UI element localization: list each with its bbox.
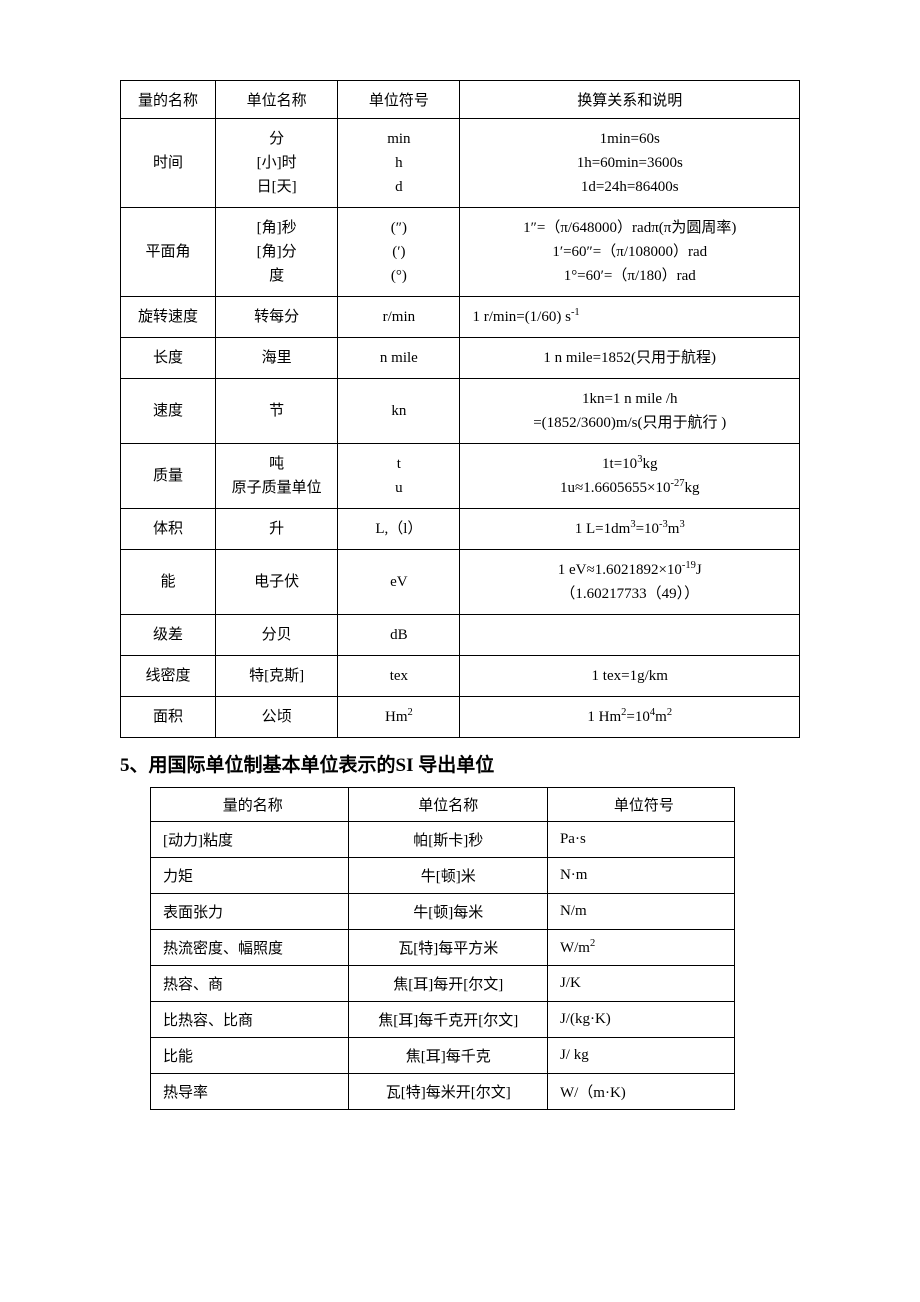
cell-unit-symbol: N/m — [547, 894, 734, 930]
cell-conversion-desc: 1 tex=1g/km — [460, 656, 800, 697]
cell-unit-name: 焦[耳]每千克 — [349, 1038, 547, 1074]
table-row: 热流密度、幅照度瓦[特]每平方米W/m2 — [151, 930, 735, 966]
table-row: 力矩牛[顿]米N·m — [151, 858, 735, 894]
cell-quantity-name: 体积 — [121, 509, 216, 550]
table-row: 能电子伏eV1 eV≈1.6021892×10-19J（1.60217733（4… — [121, 550, 800, 615]
cell-unit-symbol: tu — [338, 444, 460, 509]
table-row: 比能焦[耳]每千克J/ kg — [151, 1038, 735, 1074]
cell-unit-name: 帕[斯卡]秒 — [349, 822, 547, 858]
cell-quantity-name: 长度 — [121, 338, 216, 379]
cell-unit-name: 公顷 — [216, 697, 338, 738]
table-row: 旋转速度转每分r/min1 r/min=(1/60) s-1 — [121, 297, 800, 338]
cell-quantity-name: 时间 — [121, 119, 216, 208]
cell-unit-name: 升 — [216, 509, 338, 550]
table-row: 热容、商焦[耳]每开[尔文]J/K — [151, 966, 735, 1002]
cell-quantity-name: 热流密度、幅照度 — [151, 930, 349, 966]
cell-unit-symbol: Pa·s — [547, 822, 734, 858]
cell-unit-symbol: J/K — [547, 966, 734, 1002]
cell-unit-name: 特[克斯] — [216, 656, 338, 697]
cell-unit-symbol: N·m — [547, 858, 734, 894]
table-row: 质量吨原子质量单位tu1t=103kg1u≈1.6605655×10-27kg — [121, 444, 800, 509]
cell-unit-symbol: dB — [338, 615, 460, 656]
cell-conversion-desc: 1kn=1 n mile /h=(1852/3600)m/s(只用于航行 ) — [460, 379, 800, 444]
header-unit-name: 单位名称 — [349, 788, 547, 822]
cell-quantity-name: 线密度 — [121, 656, 216, 697]
cell-unit-name: 焦[耳]每开[尔文] — [349, 966, 547, 1002]
cell-unit-symbol: tex — [338, 656, 460, 697]
header-quantity-name: 量的名称 — [151, 788, 349, 822]
cell-conversion-desc: 1 eV≈1.6021892×10-19J（1.60217733（49）） — [460, 550, 800, 615]
cell-quantity-name: 平面角 — [121, 208, 216, 297]
cell-unit-symbol: J/(kg·K) — [547, 1002, 734, 1038]
header-conversion-desc: 换算关系和说明 — [460, 81, 800, 119]
cell-unit-symbol: J/ kg — [547, 1038, 734, 1074]
cell-conversion-desc — [460, 615, 800, 656]
cell-quantity-name: 比能 — [151, 1038, 349, 1074]
table-row: 体积升L,（l）1 L=1dm3=10-3m3 — [121, 509, 800, 550]
cell-unit-name: 电子伏 — [216, 550, 338, 615]
table-row: 平面角[角]秒[角]分度(″)(′)(°)1″=（π/648000）radπ(π… — [121, 208, 800, 297]
si-derived-units-table: 量的名称 单位名称 单位符号 [动力]粘度帕[斯卡]秒Pa·s力矩牛[顿]米N·… — [150, 787, 735, 1110]
cell-quantity-name: 级差 — [121, 615, 216, 656]
cell-unit-name: 焦[耳]每千克开[尔文] — [349, 1002, 547, 1038]
cell-quantity-name: 旋转速度 — [121, 297, 216, 338]
cell-unit-name: 分[小]时日[天] — [216, 119, 338, 208]
table-row: 面积公顷Hm21 Hm2=104m2 — [121, 697, 800, 738]
cell-unit-name: 吨原子质量单位 — [216, 444, 338, 509]
cell-quantity-name: 面积 — [121, 697, 216, 738]
cell-unit-symbol: L,（l） — [338, 509, 460, 550]
units-conversion-table: 量的名称 单位名称 单位符号 换算关系和说明 时间分[小]时日[天]minhd1… — [120, 80, 800, 738]
cell-unit-name: 转每分 — [216, 297, 338, 338]
table-row: 热导率瓦[特]每米开[尔文]W/（m·K) — [151, 1074, 735, 1110]
table-row: 级差分贝dB — [121, 615, 800, 656]
table-header-row: 量的名称 单位名称 单位符号 换算关系和说明 — [121, 81, 800, 119]
header-unit-name: 单位名称 — [216, 81, 338, 119]
cell-quantity-name: [动力]粘度 — [151, 822, 349, 858]
cell-conversion-desc: 1min=60s1h=60min=3600s1d=24h=86400s — [460, 119, 800, 208]
cell-unit-symbol: minhd — [338, 119, 460, 208]
cell-quantity-name: 能 — [121, 550, 216, 615]
cell-unit-symbol: kn — [338, 379, 460, 444]
table-row: 时间分[小]时日[天]minhd1min=60s1h=60min=3600s1d… — [121, 119, 800, 208]
cell-unit-symbol: Hm2 — [338, 697, 460, 738]
cell-quantity-name: 热导率 — [151, 1074, 349, 1110]
cell-unit-name: [角]秒[角]分度 — [216, 208, 338, 297]
table-row: [动力]粘度帕[斯卡]秒Pa·s — [151, 822, 735, 858]
header-unit-symbol: 单位符号 — [547, 788, 734, 822]
cell-quantity-name: 力矩 — [151, 858, 349, 894]
cell-conversion-desc: 1″=（π/648000）radπ(π为圆周率)1′=60″=（π/108000… — [460, 208, 800, 297]
cell-unit-name: 牛[顿]每米 — [349, 894, 547, 930]
cell-unit-name: 节 — [216, 379, 338, 444]
cell-unit-symbol: n mile — [338, 338, 460, 379]
cell-unit-symbol: (″)(′)(°) — [338, 208, 460, 297]
cell-unit-name: 牛[顿]米 — [349, 858, 547, 894]
table-row: 速度节kn1kn=1 n mile /h=(1852/3600)m/s(只用于航… — [121, 379, 800, 444]
header-unit-symbol: 单位符号 — [338, 81, 460, 119]
cell-unit-name: 分贝 — [216, 615, 338, 656]
cell-conversion-desc: 1 n mile=1852(只用于航程) — [460, 338, 800, 379]
cell-quantity-name: 热容、商 — [151, 966, 349, 1002]
header-quantity-name: 量的名称 — [121, 81, 216, 119]
cell-quantity-name: 表面张力 — [151, 894, 349, 930]
section-heading: 5、用国际单位制基本单位表示的SI 导出单位 — [120, 750, 800, 777]
cell-conversion-desc: 1 Hm2=104m2 — [460, 697, 800, 738]
table-row: 线密度特[克斯]tex1 tex=1g/km — [121, 656, 800, 697]
cell-unit-name: 瓦[特]每米开[尔文] — [349, 1074, 547, 1110]
cell-conversion-desc: 1 L=1dm3=10-3m3 — [460, 509, 800, 550]
table-header-row: 量的名称 单位名称 单位符号 — [151, 788, 735, 822]
cell-quantity-name: 速度 — [121, 379, 216, 444]
cell-unit-name: 瓦[特]每平方米 — [349, 930, 547, 966]
table-row: 长度海里n mile1 n mile=1852(只用于航程) — [121, 338, 800, 379]
cell-unit-symbol: W/m2 — [547, 930, 734, 966]
cell-unit-symbol: r/min — [338, 297, 460, 338]
table-row: 表面张力牛[顿]每米N/m — [151, 894, 735, 930]
cell-unit-symbol: W/（m·K) — [547, 1074, 734, 1110]
cell-unit-name: 海里 — [216, 338, 338, 379]
cell-conversion-desc: 1 r/min=(1/60) s-1 — [460, 297, 800, 338]
cell-conversion-desc: 1t=103kg1u≈1.6605655×10-27kg — [460, 444, 800, 509]
table-row: 比热容、比商焦[耳]每千克开[尔文]J/(kg·K) — [151, 1002, 735, 1038]
cell-quantity-name: 比热容、比商 — [151, 1002, 349, 1038]
cell-unit-symbol: eV — [338, 550, 460, 615]
cell-quantity-name: 质量 — [121, 444, 216, 509]
